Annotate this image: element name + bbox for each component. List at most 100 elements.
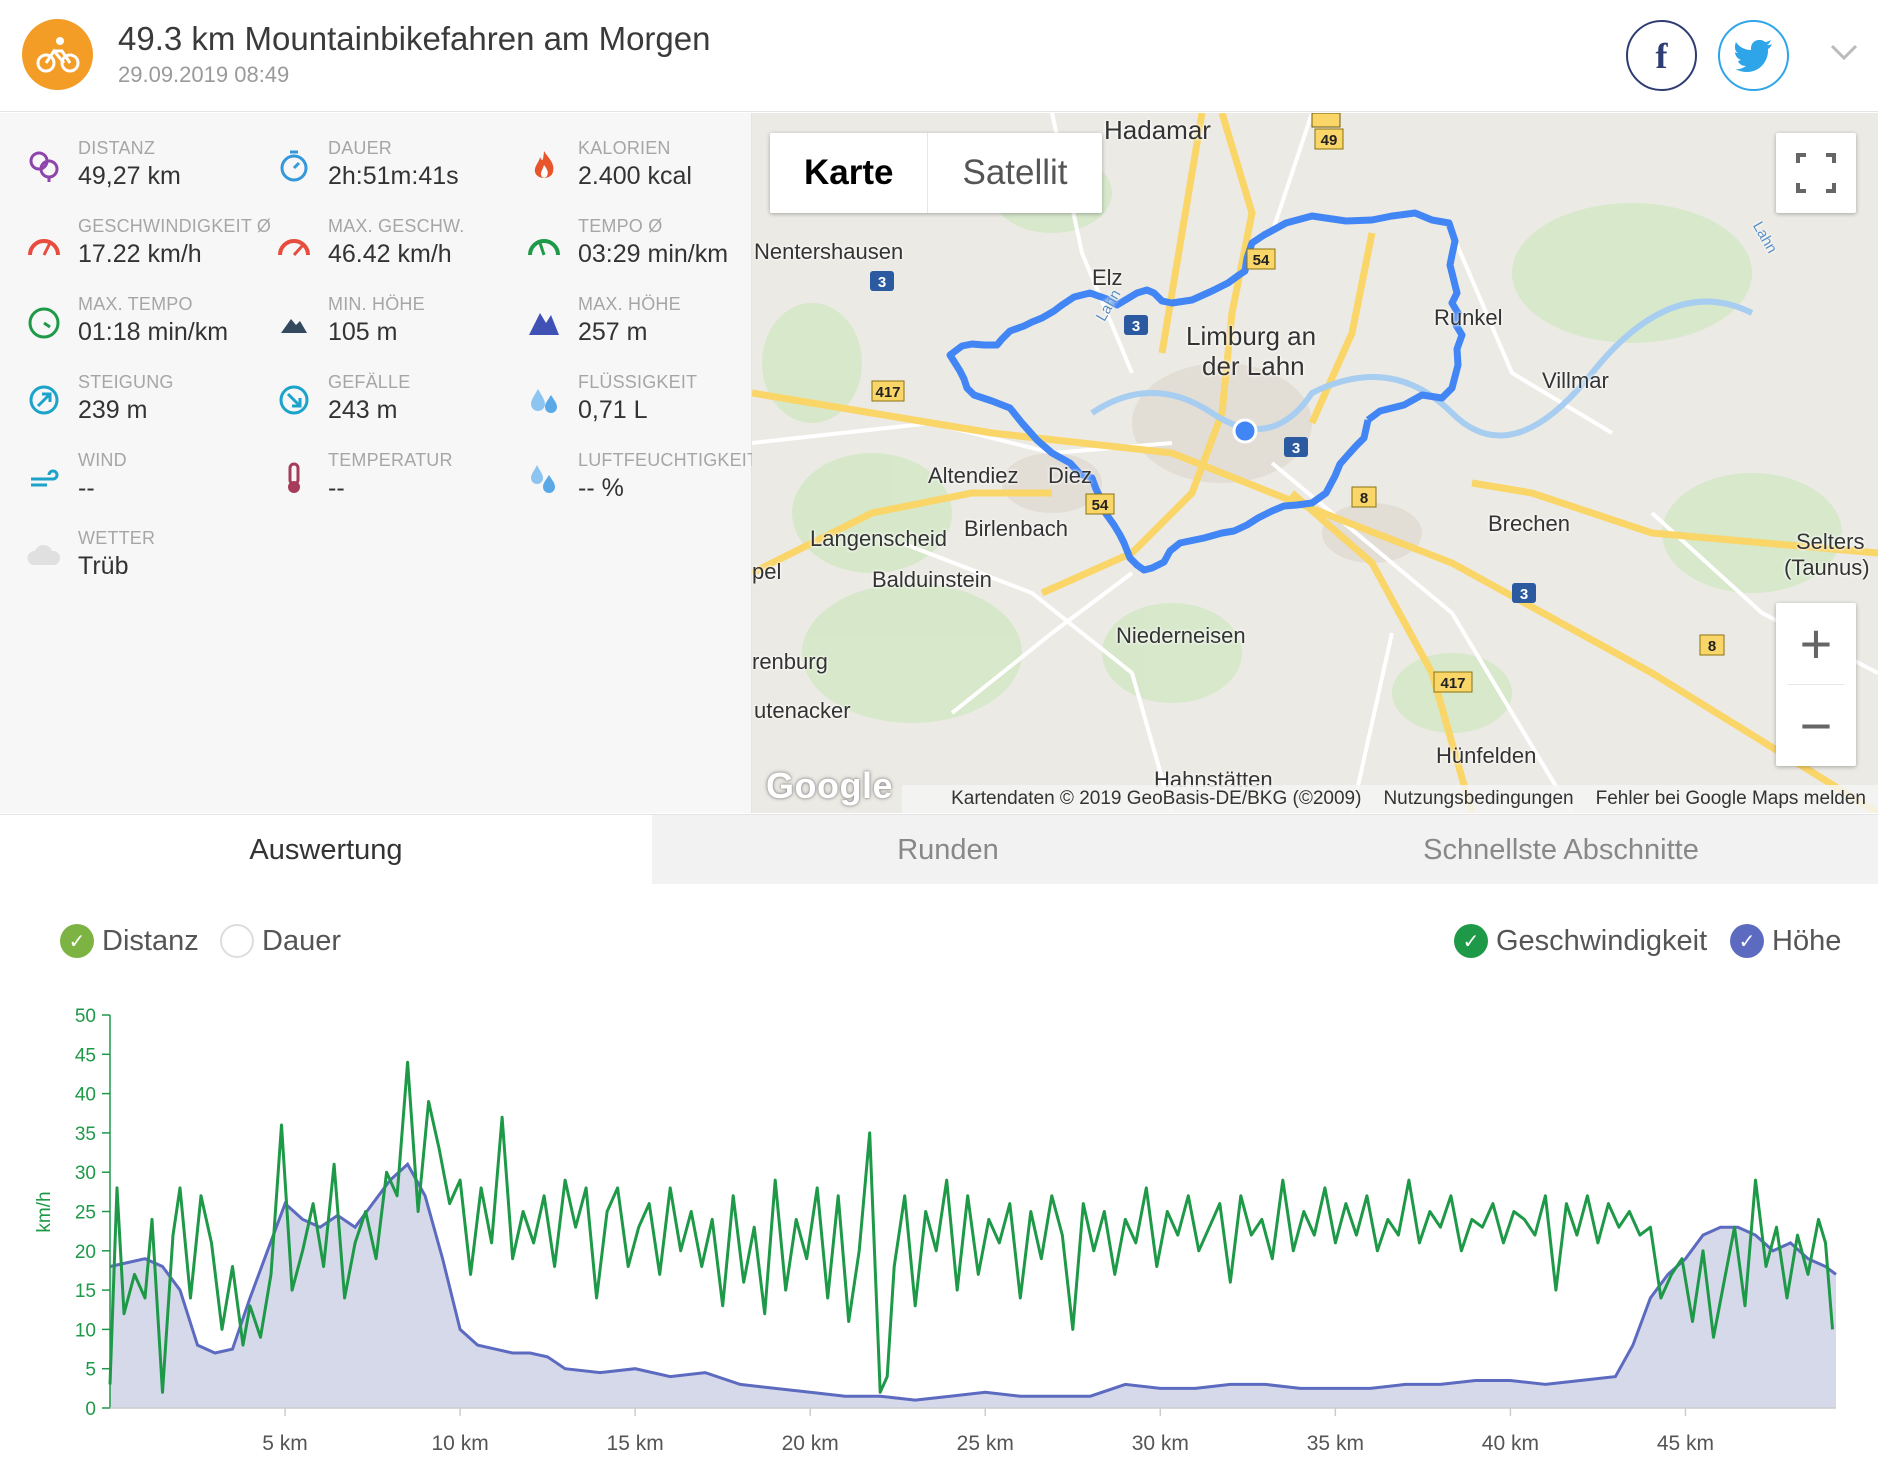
stat-value: -- % — [578, 474, 624, 502]
map-place-label: Hünfelden — [1436, 743, 1537, 768]
toggle-distanz-label: Distanz — [102, 924, 199, 957]
speedometer-icon — [26, 226, 62, 262]
chevron-down-icon[interactable] — [1830, 44, 1858, 62]
checkmark-icon: ✓ — [1730, 924, 1764, 958]
ascent-icon — [26, 382, 62, 418]
toggle-distanz[interactable]: ✓ Distanz — [60, 924, 199, 958]
stat-value: 17.22 km/h — [78, 240, 202, 268]
stat-wind: WIND -- — [26, 446, 276, 516]
stat-temperatur: TEMPERATUR -- — [276, 446, 526, 516]
map-place-label: renburg — [752, 649, 828, 674]
map-type-toggle: Karte Satellit — [770, 133, 1102, 213]
svg-text:3: 3 — [1520, 586, 1528, 603]
stat-value: 0,71 L — [578, 396, 648, 424]
stat-value: Trüb — [78, 552, 129, 580]
thermometer-icon — [276, 460, 312, 496]
route-track — [946, 209, 1466, 574]
terms-link[interactable]: Nutzungsbedingungen — [1383, 788, 1574, 809]
zoom-control: + − — [1776, 603, 1856, 766]
stat-value: 46.42 km/h — [328, 240, 452, 268]
x-tick-label: 20 km — [782, 1432, 839, 1455]
map-place-label: Elz — [1092, 265, 1123, 290]
stat-value: 243 m — [328, 396, 398, 424]
distance-pin-icon — [26, 148, 62, 184]
toggle-hoehe[interactable]: ✓ Höhe — [1730, 924, 1841, 958]
map-place-label: Villmar — [1542, 368, 1609, 393]
facebook-share-button[interactable]: f — [1626, 20, 1697, 91]
x-tick-label: 5 km — [262, 1432, 308, 1455]
toggle-hoehe-label: Höhe — [1772, 924, 1842, 957]
map-type-karte-button[interactable]: Karte — [770, 133, 929, 213]
stat-label: MIN. HÖHE — [328, 294, 425, 314]
map-canvas[interactable]: 49 54 417 8 54 417 8 3 3 3 3 — [752, 113, 1878, 813]
svg-text:3: 3 — [1132, 318, 1140, 335]
map-place-label: Limburg an — [1186, 321, 1317, 351]
fullscreen-button[interactable] — [1776, 133, 1856, 213]
map-place-label: der Lahn — [1202, 351, 1305, 381]
stat-value: 257 m — [578, 318, 648, 346]
stat-value: 239 m — [78, 396, 148, 424]
toggle-dauer[interactable]: Dauer — [220, 924, 341, 958]
stat-label: DAUER — [328, 138, 393, 158]
activity-date: 29.09.2019 08:49 — [118, 62, 290, 87]
map-place-label: Diez — [1048, 463, 1093, 488]
stat-value: 105 m — [328, 318, 398, 346]
stat-label: GEFÄLLE — [328, 372, 411, 392]
y-tick-label: 15 — [75, 1281, 96, 1302]
svg-text:54: 54 — [1092, 497, 1109, 514]
route-start-marker — [1232, 418, 1258, 444]
speed-elevation-chart[interactable]: 0 5 10 15 20 25 30 35 40 45 50 km/h 5 km 10 km 15 km 20… — [0, 990, 1878, 1478]
stat-label: MAX. TEMPO — [78, 294, 193, 314]
zoom-in-button[interactable]: + — [1799, 612, 1833, 675]
toggle-geschwindigkeit[interactable]: ✓ Geschwindigkeit — [1454, 924, 1707, 958]
x-tick-label: 15 km — [607, 1432, 664, 1455]
map-place-label: Nentershausen — [754, 239, 904, 264]
map-place-label: Altendiez — [928, 463, 1019, 488]
y-tick-label: 50 — [75, 1006, 96, 1027]
svg-text:54: 54 — [1253, 252, 1270, 269]
map-place-label: Birlenbach — [964, 516, 1068, 541]
stat-distanz: DISTANZ 49,27 km — [26, 134, 276, 204]
route-map[interactable]: 49 54 417 8 54 417 8 3 3 3 3 — [752, 113, 1878, 813]
stat-label: TEMPERATUR — [328, 450, 453, 470]
map-place-label: Brechen — [1488, 511, 1570, 536]
drops-icon — [526, 382, 562, 418]
stat-max-tempo: MAX. TEMPO 01:18 min/km — [26, 290, 276, 360]
svg-text:8: 8 — [1708, 638, 1716, 655]
stat-dauer: DAUER 2h:51m:41s — [276, 134, 526, 204]
flame-icon — [526, 148, 562, 184]
stat-kalorien: KALORIEN 2.400 kcal — [526, 134, 776, 204]
stat-flüssigkeit: FLÜSSIGKEIT 0,71 L — [526, 368, 776, 438]
activity-header: 49.3 km Mountainbikefahren am Morgen 29.… — [0, 0, 1878, 112]
twitter-icon — [1734, 39, 1772, 72]
map-place-label: Hadamar — [1104, 115, 1211, 145]
y-tick-label: 35 — [75, 1124, 96, 1145]
map-place-label: Selters — [1796, 529, 1865, 554]
stats-panel: DISTANZ 49,27 km DAUER 2h:51m:41s KALORIEN 2.… — [0, 113, 758, 813]
y-tick-label: 20 — [75, 1242, 96, 1263]
stat-max-geschw: MAX. GESCHW. 46.42 km/h — [276, 212, 526, 282]
y-tick-label: 25 — [75, 1203, 96, 1224]
descent-icon — [276, 382, 312, 418]
report-error-link[interactable]: Fehler bei Google Maps melden — [1595, 788, 1866, 809]
y-tick-label: 30 — [75, 1163, 96, 1184]
stat-label: TEMPO Ø — [578, 216, 663, 236]
stat-value: 2h:51m:41s — [328, 162, 459, 190]
tab-auswertung[interactable]: Auswertung — [0, 815, 652, 885]
twitter-share-button[interactable] — [1718, 20, 1789, 91]
map-type-satellit-button[interactable]: Satellit — [962, 153, 1068, 192]
stat-label: MAX. GESCHW. — [328, 216, 465, 236]
y-axis-label: km/h — [34, 1191, 55, 1232]
zoom-out-button[interactable]: − — [1799, 694, 1833, 757]
tab-schnellste-abschnitte[interactable]: Schnellste Abschnitte — [1423, 834, 1699, 866]
stat-steigung: STEIGUNG 239 m — [26, 368, 276, 438]
pace-max-icon — [26, 304, 62, 340]
map-place-label: utenacker — [754, 698, 851, 723]
stat-label: WETTER — [78, 528, 156, 548]
toggle-dauer-label: Dauer — [262, 924, 341, 957]
map-data-credit: Kartendaten © 2019 GeoBasis-DE/BKG (©200… — [951, 788, 1362, 809]
tab-runden[interactable]: Runden — [897, 834, 999, 866]
map-place-label: Runkel — [1434, 305, 1503, 330]
checkmark-icon: ✓ — [60, 924, 94, 958]
x-tick-label: 35 km — [1307, 1432, 1364, 1455]
